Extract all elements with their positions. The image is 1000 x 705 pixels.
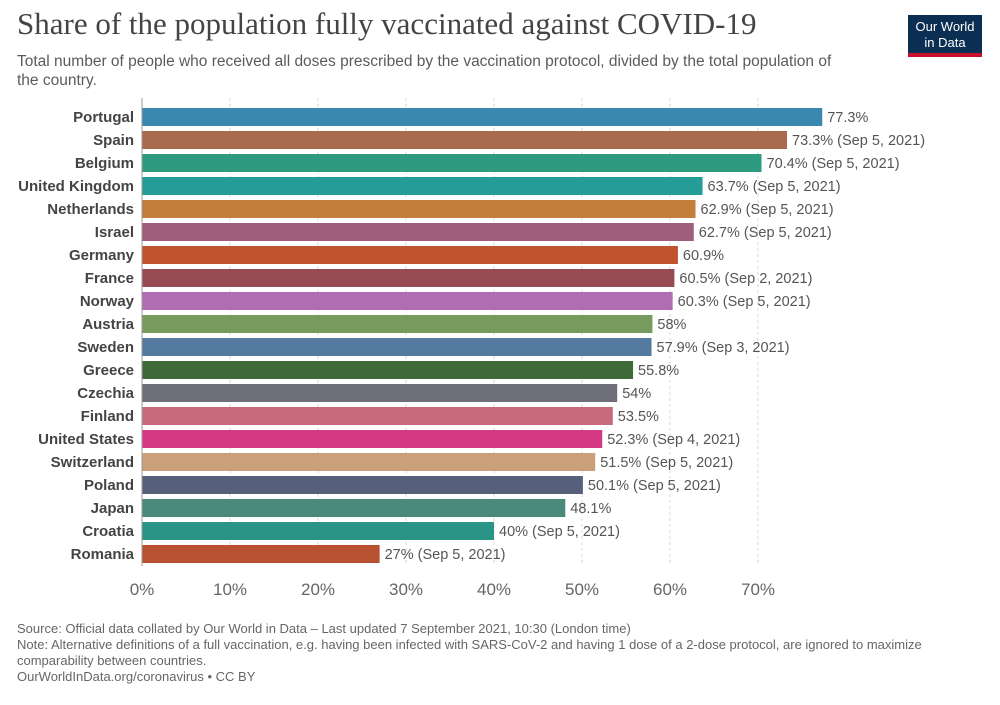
bars: Portugal 77.3% Spain 73.3% (Sep 5, 2021) Bel… bbox=[18, 98, 925, 566]
value-label: 60.3% (Sep 5, 2021) bbox=[678, 294, 811, 310]
country-label: Czechia bbox=[77, 385, 134, 402]
source-text: Source: Official data collated by Our Wo… bbox=[17, 621, 631, 636]
value-label: 48.1% bbox=[570, 501, 611, 517]
value-label: 53.5% bbox=[618, 409, 659, 425]
country-label: Switzerland bbox=[51, 454, 134, 471]
value-label: 62.7% (Sep 5, 2021) bbox=[699, 225, 832, 241]
country-label: Japan bbox=[91, 500, 134, 517]
country-label: France bbox=[85, 270, 134, 287]
bar-japan[interactable] bbox=[142, 499, 566, 517]
x-tick-label: 30% bbox=[389, 580, 423, 599]
bar-croatia[interactable] bbox=[142, 522, 494, 540]
bar-spain[interactable] bbox=[142, 131, 788, 149]
country-label: Norway bbox=[80, 293, 135, 310]
country-label: Sweden bbox=[77, 339, 134, 356]
country-label: Croatia bbox=[82, 523, 134, 540]
bar-israel[interactable] bbox=[142, 223, 694, 241]
country-label: United States bbox=[38, 431, 134, 448]
x-tick-label: 60% bbox=[653, 580, 687, 599]
value-label: 40% (Sep 5, 2021) bbox=[499, 524, 620, 540]
value-label: 70.4% (Sep 5, 2021) bbox=[767, 156, 900, 172]
bar-switzerland[interactable] bbox=[142, 453, 596, 471]
value-label: 27% (Sep 5, 2021) bbox=[385, 547, 506, 563]
bar-portugal[interactable] bbox=[142, 108, 823, 126]
chart-title: Share of the population fully vaccinated… bbox=[17, 6, 757, 41]
credit-text[interactable]: OurWorldInData.org/coronavirus • CC BY bbox=[17, 669, 256, 684]
country-label: Greece bbox=[83, 362, 134, 379]
bar-belgium[interactable] bbox=[142, 154, 762, 172]
country-label: Finland bbox=[81, 408, 134, 425]
value-label: 63.7% (Sep 5, 2021) bbox=[708, 179, 841, 195]
value-label: 52.3% (Sep 4, 2021) bbox=[607, 432, 740, 448]
country-label: Romania bbox=[71, 546, 135, 563]
country-label: Netherlands bbox=[47, 201, 134, 218]
chart-subtitle: Total number of people who received all … bbox=[17, 53, 832, 89]
footer: Source: Official data collated by Our Wo… bbox=[17, 621, 977, 685]
country-label: Poland bbox=[84, 477, 134, 494]
country-label: Germany bbox=[69, 247, 135, 264]
value-label: 55.8% bbox=[638, 363, 679, 379]
bar-romania[interactable] bbox=[142, 545, 380, 563]
bar-netherlands[interactable] bbox=[142, 200, 696, 218]
value-label: 60.9% bbox=[683, 248, 724, 264]
value-label: 58% bbox=[657, 317, 686, 333]
bar-austria[interactable] bbox=[142, 315, 653, 333]
x-tick-label: 10% bbox=[213, 580, 247, 599]
x-tick-label: 0% bbox=[130, 580, 155, 599]
country-label: Israel bbox=[95, 224, 134, 241]
bar-poland[interactable] bbox=[142, 476, 583, 494]
logo-line-1: Our World bbox=[915, 19, 975, 34]
value-label: 77.3% bbox=[827, 110, 868, 126]
bar-chart: Portugal 77.3% Spain 73.3% (Sep 5, 2021) Bel… bbox=[18, 98, 925, 599]
value-label: 57.9% (Sep 3, 2021) bbox=[657, 340, 790, 356]
bar-sweden[interactable] bbox=[142, 338, 652, 356]
x-tick-label: 70% bbox=[741, 580, 775, 599]
x-tick-label: 40% bbox=[477, 580, 511, 599]
bar-finland[interactable] bbox=[142, 407, 613, 425]
x-tick-label: 50% bbox=[565, 580, 599, 599]
bar-germany[interactable] bbox=[142, 246, 678, 264]
value-label: 50.1% (Sep 5, 2021) bbox=[588, 478, 721, 494]
value-label: 51.5% (Sep 5, 2021) bbox=[600, 455, 733, 471]
owid-logo[interactable]: Our World in Data bbox=[908, 15, 982, 57]
value-label: 73.3% (Sep 5, 2021) bbox=[792, 133, 925, 149]
bar-czechia[interactable] bbox=[142, 384, 618, 402]
note-text: Note: Alternative definitions of a full … bbox=[17, 637, 922, 668]
country-label: Belgium bbox=[75, 155, 134, 172]
country-label: Austria bbox=[82, 316, 134, 333]
bar-united-kingdom[interactable] bbox=[142, 177, 703, 195]
bar-france[interactable] bbox=[142, 269, 675, 287]
bar-norway[interactable] bbox=[142, 292, 673, 310]
logo-line-2: in Data bbox=[924, 35, 966, 50]
x-axis-ticks: 0% 10% 20% 30% 40% 50% 60% 70% bbox=[130, 580, 775, 599]
x-tick-label: 20% bbox=[301, 580, 335, 599]
bar-greece[interactable] bbox=[142, 361, 634, 379]
country-label: United Kingdom bbox=[18, 178, 134, 195]
value-label: 54% bbox=[622, 386, 651, 402]
country-label: Portugal bbox=[73, 109, 134, 126]
bar-united-states[interactable] bbox=[142, 430, 603, 448]
country-label: Spain bbox=[93, 132, 134, 149]
value-label: 62.9% (Sep 5, 2021) bbox=[701, 202, 834, 218]
value-label: 60.5% (Sep 2, 2021) bbox=[679, 271, 812, 287]
